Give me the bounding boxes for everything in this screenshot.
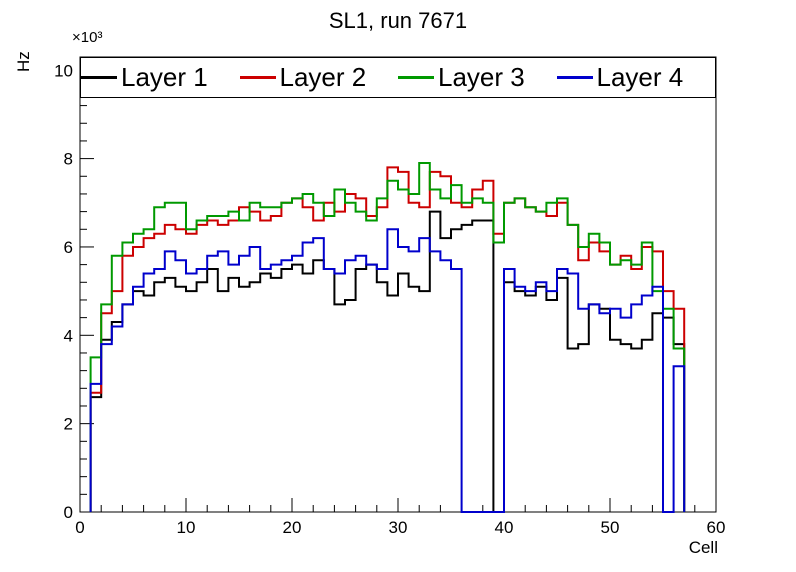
x-tick-label: 40 — [495, 518, 514, 537]
legend-line-sample — [239, 76, 276, 79]
y-tick-label: 0 — [64, 503, 73, 522]
legend-entry-layer-2: Layer 2 — [239, 62, 399, 93]
legend-label: Layer 3 — [438, 62, 525, 92]
legend-line-sample — [81, 76, 117, 79]
x-tick-label: 60 — [707, 518, 726, 537]
legend-entry-layer-4: Layer 4 — [556, 62, 716, 93]
y-tick-label: 2 — [64, 415, 73, 434]
series-path-layer-2 — [89, 166, 686, 512]
legend-label: Layer 2 — [279, 62, 367, 92]
x-tick-label: 30 — [389, 518, 408, 537]
legend-entry-layer-3: Layer 3 — [398, 62, 557, 93]
y-axis-exponent: ×10³ — [72, 29, 103, 46]
legend-line-sample — [556, 76, 593, 79]
x-tick-label: 20 — [283, 518, 302, 537]
x-tick-label: 0 — [75, 518, 84, 537]
x-tick-label: 10 — [177, 518, 196, 537]
legend-label: Layer 4 — [596, 62, 684, 92]
legend-line-sample — [398, 76, 434, 79]
legend-box: Layer 1 Layer 2 Layer 3 Layer 4 — [80, 57, 716, 98]
axis-tick-labels: 0 2 4 6 8 10 0 10 20 30 40 50 60 — [54, 61, 725, 537]
series-path-layer-4 — [89, 228, 686, 513]
histogram-series — [89, 162, 686, 513]
series-path-layer-3 — [89, 162, 686, 512]
series-path-layer-1 — [89, 210, 686, 513]
chart-title: SL1, run 7671 — [328, 8, 468, 33]
y-tick-label: 8 — [64, 150, 73, 169]
legend-label: Layer 1 — [121, 62, 208, 92]
y-tick-label: 6 — [64, 238, 73, 257]
x-tick-label: 50 — [601, 518, 620, 537]
legend-entry-layer-1: Layer 1 — [81, 62, 240, 93]
y-tick-label: 10 — [54, 61, 73, 80]
x-axis-title: Cell — [688, 538, 718, 557]
y-tick-label: 4 — [64, 326, 73, 345]
